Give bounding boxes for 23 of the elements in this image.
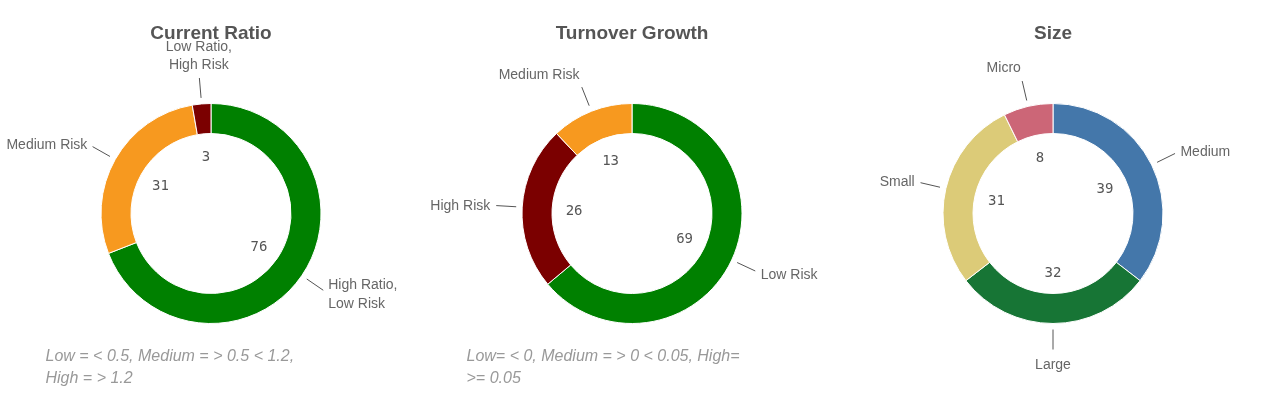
slice-label: Medium: [1180, 142, 1231, 159]
data-label: 8: [1035, 149, 1045, 166]
text: Low= < 0, Medium = > 0 < 0.05, High= >= 0.05: [466, 346, 740, 387]
data-label: 31: [988, 192, 1005, 209]
chart-title: Size: [1033, 22, 1073, 43]
data-label: 76: [250, 238, 268, 255]
slice-label: Low Risk: [760, 265, 819, 282]
text: Low = < 0.5, Medium = > 0.5 < 1.2, High = > 1.2: [45, 346, 295, 387]
chart-title: Turnover Growth: [555, 22, 709, 43]
data-label: 31: [152, 176, 169, 193]
slice-label: High Ratio, Low Risk: [328, 276, 398, 311]
slice-label: Medium Risk: [498, 65, 581, 82]
data-label: 32: [1044, 263, 1062, 280]
data-label: 3: [201, 147, 211, 164]
data-label: 39: [1096, 179, 1114, 196]
data-label: 13: [602, 151, 620, 168]
slice-label: Medium Risk: [6, 135, 89, 152]
slice-label: Micro: [986, 59, 1022, 76]
slice-label: Small: [879, 173, 915, 190]
data-label: 26: [565, 202, 583, 219]
slice-label: Large: [1035, 355, 1072, 372]
data-label: 69: [676, 230, 693, 247]
slice-label: High Risk: [430, 197, 492, 214]
